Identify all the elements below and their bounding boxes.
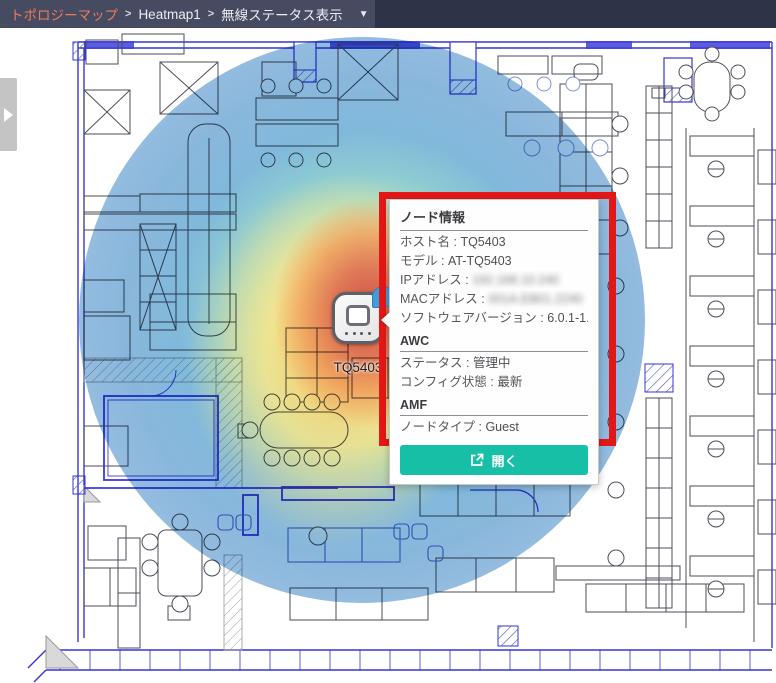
expand-arrow-icon [4,107,13,122]
dropdown-caret-icon[interactable]: ▼ [358,8,369,20]
row-hostname: ホスト名 : TQ5403 [400,235,506,249]
sidebar-expand-handle[interactable] [0,78,17,151]
map-canvas[interactable]: 0 TQ5403 ノード情報 ホスト名 : TQ5403 モデル : AT-TQ… [0,28,776,683]
row-mac-address: MACアドレス : 001A.EB01.2240 [400,292,583,306]
breadcrumb-separator: > [207,8,215,20]
node-info-tooltip: ノード情報 ホスト名 : TQ5403 モデル : AT-TQ5403 IPアド… [381,199,599,485]
section-awc: AWC [400,334,588,352]
ap-device-ports [345,332,371,335]
breadcrumb-item-wireless-status[interactable]: 無線ステータス表示 [221,8,343,23]
row-model: モデル : AT-TQ5403 [400,254,512,268]
tooltip-title: ノード情報 [400,205,588,231]
section-amf: AMF [400,398,588,416]
open-button[interactable]: 開く [400,445,588,475]
breadcrumb: トポロジーマップ > Heatmap1 > 無線ステータス表示 ▼ [0,0,375,28]
breadcrumb-item-topology-map[interactable]: トポロジーマップ [10,8,118,23]
row-software-version: ソフトウェアバージョン : 6.0.1-1.1 [400,311,588,325]
row-amf-node-type: ノードタイプ : Guest [400,420,519,434]
external-link-icon [471,453,484,466]
row-awc-config-state: コンフィグ状態 : 最新 [400,375,523,389]
breadcrumb-item-heatmap1[interactable]: Heatmap1 [138,6,201,22]
row-awc-status: ステータス : 管理中 [400,356,511,370]
ap-node-label: TQ5403 [333,360,383,375]
breadcrumb-separator: > [125,8,132,20]
ap-device-icon-inner [346,305,370,326]
topbar: トポロジーマップ > Heatmap1 > 無線ステータス表示 ▼ [0,0,776,28]
tooltip-arrow [381,312,390,328]
row-ip-address: IPアドレス : 192.168.10.240 [400,273,560,287]
ap-node-tq5403[interactable]: 0 [332,286,394,344]
